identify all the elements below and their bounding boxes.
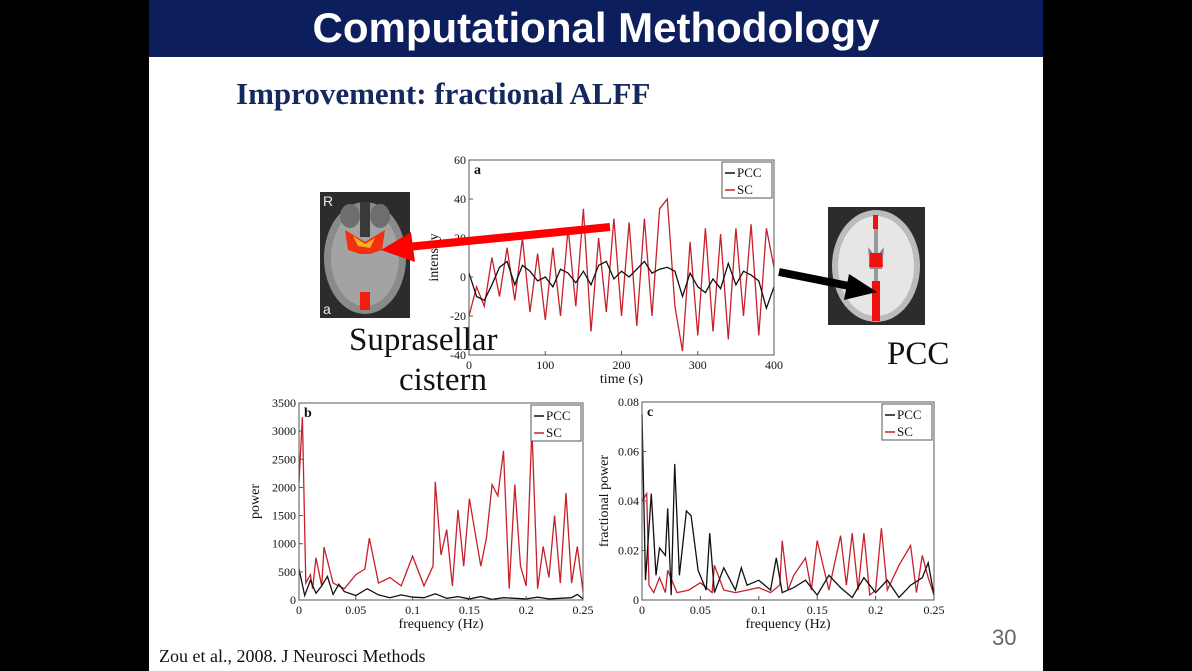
legend-sc: SC — [897, 424, 913, 439]
label-suprasellar: Suprasellar — [349, 322, 498, 358]
svg-text:3500: 3500 — [272, 396, 296, 410]
svg-text:400: 400 — [765, 358, 783, 372]
legend-sc: SC — [546, 425, 562, 440]
svg-text:0: 0 — [633, 593, 639, 607]
svg-text:0.1: 0.1 — [751, 603, 766, 617]
svg-text:0.05: 0.05 — [690, 603, 711, 617]
series-pcc — [641, 414, 935, 599]
svg-text:40: 40 — [454, 192, 466, 206]
citation: Zou et al., 2008. J Neurosci Methods — [159, 646, 426, 666]
svg-text:0.02: 0.02 — [618, 544, 639, 558]
y-axis-label: power — [249, 484, 263, 519]
svg-text:100: 100 — [536, 358, 554, 372]
svg-text:0.08: 0.08 — [618, 395, 639, 409]
x-axis-label: frequency (Hz) — [745, 617, 830, 632]
panel-letter: c — [647, 405, 653, 420]
x-axis-label: frequency (Hz) — [398, 617, 483, 632]
legend-pcc: PCC — [897, 407, 922, 422]
svg-text:0.06: 0.06 — [618, 445, 639, 459]
svg-text:200: 200 — [613, 358, 631, 372]
svg-text:500: 500 — [278, 565, 296, 579]
label-pcc: PCC — [887, 336, 950, 372]
series-sc — [641, 491, 935, 597]
svg-text:0: 0 — [639, 603, 645, 617]
svg-text:0.1: 0.1 — [405, 603, 420, 617]
legend-pcc: PCC — [546, 408, 571, 423]
svg-text:0: 0 — [296, 603, 302, 617]
svg-text:0.25: 0.25 — [573, 603, 594, 617]
svg-text:0.15: 0.15 — [807, 603, 828, 617]
page-number: 30 — [992, 625, 1017, 650]
panel-letter: b — [304, 406, 312, 421]
brain-image-pcc — [828, 207, 925, 325]
svg-text:3000: 3000 — [272, 424, 296, 438]
svg-text:0.25: 0.25 — [924, 603, 945, 617]
svg-text:a: a — [323, 301, 331, 317]
chart-a-time-series: 0 100 200 300 400 -40 -20 0 20 40 60 time (s) intens… — [427, 153, 783, 385]
slide-title: Computational Methodology — [149, 0, 1043, 57]
svg-text:0.04: 0.04 — [618, 494, 639, 508]
svg-text:20: 20 — [454, 231, 466, 245]
x-axis-label: time (s) — [600, 372, 643, 385]
svg-text:0.2: 0.2 — [519, 603, 534, 617]
svg-text:2500: 2500 — [272, 452, 296, 466]
svg-text:0.05: 0.05 — [345, 603, 366, 617]
y-axis-label: intensity — [427, 233, 442, 281]
legend-pcc: PCC — [737, 165, 762, 180]
svg-text:0: 0 — [460, 270, 466, 284]
svg-text:0.2: 0.2 — [868, 603, 883, 617]
series-sc — [468, 197, 775, 352]
svg-text:-20: -20 — [450, 309, 466, 323]
svg-text:0: 0 — [466, 358, 472, 372]
slide-subtitle: Improvement: fractional ALFF — [236, 76, 651, 111]
svg-text:0.15: 0.15 — [459, 603, 480, 617]
svg-text:0: 0 — [290, 593, 296, 607]
chart-c-fractional-power: 0 0.05 0.1 0.15 0.2 0.25 0 0.02 0.04 0.06 0.08 freq… — [599, 395, 945, 632]
series-pcc — [468, 260, 775, 311]
svg-text:300: 300 — [689, 358, 707, 372]
series-pcc — [298, 568, 584, 601]
svg-text:-40: -40 — [450, 348, 466, 362]
svg-text:1000: 1000 — [272, 537, 296, 551]
svg-text:R: R — [323, 193, 333, 209]
slide: Computational Methodology Improvement: f… — [149, 0, 1043, 671]
svg-text:1500: 1500 — [272, 509, 296, 523]
series-sc — [298, 417, 584, 592]
brain-image-suprasellar: R a — [320, 192, 410, 318]
svg-text:2000: 2000 — [272, 480, 296, 494]
label-cistern: cistern — [399, 362, 487, 398]
panel-letter: a — [474, 163, 481, 178]
svg-text:60: 60 — [454, 153, 466, 167]
legend-sc: SC — [737, 182, 753, 197]
y-axis-label: fractional power — [599, 455, 612, 547]
chart-b-power: 0 0.05 0.1 0.15 0.2 0.25 0 500 1000 1500 2000 2500 3… — [249, 396, 594, 632]
